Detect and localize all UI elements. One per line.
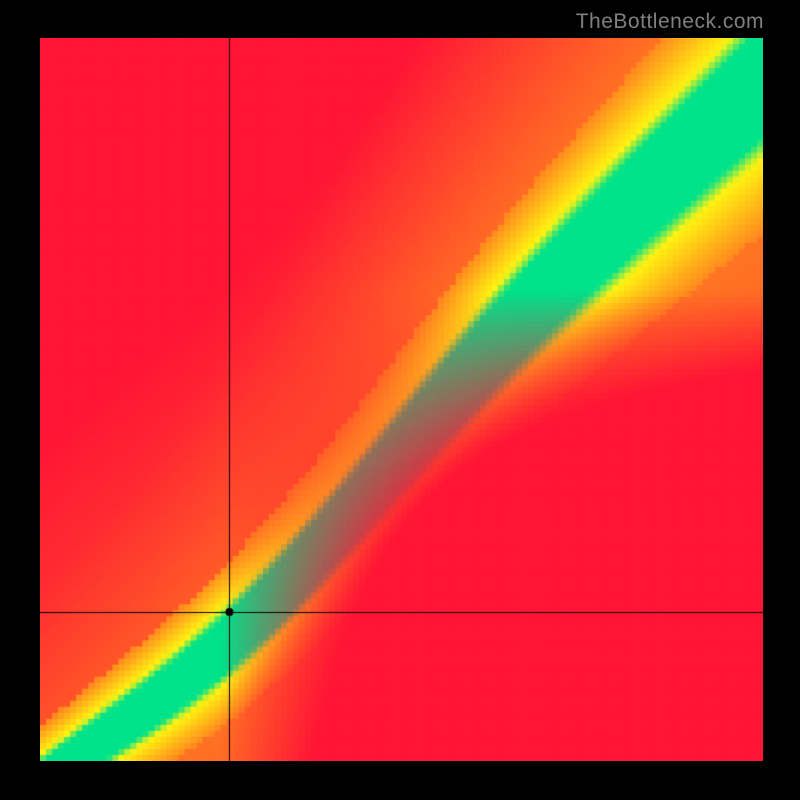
watermark-text: TheBottleneck.com <box>576 10 764 34</box>
chart-frame: TheBottleneck.com <box>0 0 800 800</box>
crosshair-overlay <box>40 38 763 761</box>
